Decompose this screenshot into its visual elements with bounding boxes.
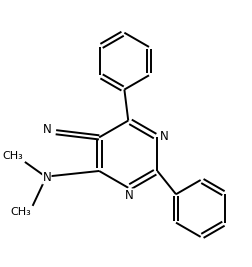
Text: CH₃: CH₃ bbox=[3, 151, 23, 161]
Text: N: N bbox=[42, 123, 51, 136]
Text: CH₃: CH₃ bbox=[11, 207, 31, 217]
Text: N: N bbox=[160, 129, 168, 143]
Text: N: N bbox=[125, 189, 133, 202]
Text: N: N bbox=[42, 171, 51, 184]
